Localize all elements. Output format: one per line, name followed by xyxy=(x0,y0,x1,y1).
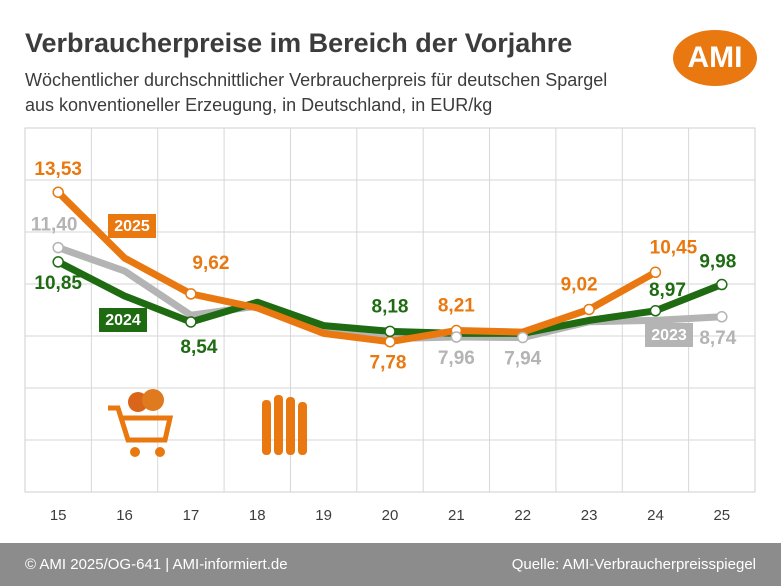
point-marker xyxy=(649,266,662,279)
point-marker xyxy=(52,256,64,268)
subtitle: aus konventioneller Erzeugung, in Deutsc… xyxy=(25,95,492,115)
x-tick-label: 15 xyxy=(50,507,67,524)
x-tick-label: 22 xyxy=(514,507,531,524)
legend-box xyxy=(645,323,693,347)
data-label: 13,53 xyxy=(34,159,82,180)
x-tick-label: 16 xyxy=(116,507,133,524)
point-marker xyxy=(516,331,529,344)
data-label: 8,21 xyxy=(438,296,475,317)
point-marker xyxy=(384,335,396,348)
x-tick-label: 23 xyxy=(581,507,598,524)
x-tick-label: 24 xyxy=(647,507,664,524)
data-label: 9,62 xyxy=(192,253,229,274)
x-tick-label: 21 xyxy=(448,507,465,524)
footer xyxy=(0,543,781,586)
x-tick-label: 25 xyxy=(713,507,730,524)
legend-label: 2025 xyxy=(114,218,150,235)
series-line xyxy=(54,188,659,346)
point-marker xyxy=(185,288,197,300)
asparagus-icon xyxy=(262,395,307,455)
data-label: 11,40 xyxy=(31,215,78,236)
legend-label: 2024 xyxy=(105,312,141,329)
point-marker xyxy=(52,241,64,254)
point-marker xyxy=(450,331,463,343)
data-label: 9,02 xyxy=(561,274,598,295)
legend-box xyxy=(99,308,147,332)
point-marker xyxy=(716,311,728,323)
data-label: 7,96 xyxy=(438,348,475,369)
footer-left: © AMI 2025/OG-641 | AMI-informiert.de xyxy=(25,556,288,573)
data-label: 8,97 xyxy=(649,280,686,301)
point-marker xyxy=(384,325,396,338)
point-marker xyxy=(52,186,64,198)
footer-right: Quelle: AMI-Verbraucherpreisspiegel xyxy=(512,556,756,573)
x-tick-label: 20 xyxy=(382,507,399,524)
logo-badge xyxy=(673,30,757,86)
legend-box xyxy=(108,214,156,238)
data-label: 9,98 xyxy=(699,252,736,273)
data-label: 8,54 xyxy=(180,337,217,358)
x-tick-label: 19 xyxy=(315,507,332,524)
data-label: 8,18 xyxy=(372,296,409,317)
cart-icon xyxy=(108,389,174,457)
subtitle: Wöchentlicher durchschnittlicher Verbrau… xyxy=(25,70,607,90)
point-marker xyxy=(716,278,728,291)
data-label: 7,78 xyxy=(370,353,407,374)
chart-title: Verbraucherpreise im Bereich der Vorjahr… xyxy=(25,28,572,58)
x-tick-label: 18 xyxy=(249,507,266,524)
point-marker xyxy=(649,305,662,317)
data-label: 10,85 xyxy=(34,273,82,294)
logo: AMI xyxy=(688,41,743,74)
data-label: 8,74 xyxy=(699,328,736,349)
legend-label: 2023 xyxy=(651,327,687,344)
x-tick-label: 17 xyxy=(183,507,200,524)
data-label: 7,94 xyxy=(504,349,541,370)
data-label: 10,45 xyxy=(650,237,698,258)
point-marker xyxy=(185,316,197,328)
point-marker xyxy=(583,303,595,316)
